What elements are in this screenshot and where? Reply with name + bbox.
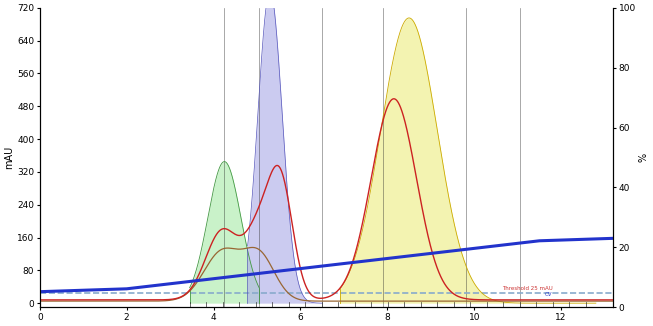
Y-axis label: mAU: mAU	[4, 146, 14, 169]
Text: CV: CV	[545, 291, 552, 297]
Y-axis label: %: %	[639, 153, 649, 162]
Text: Threshold 25 mAU: Threshold 25 mAU	[502, 286, 552, 291]
